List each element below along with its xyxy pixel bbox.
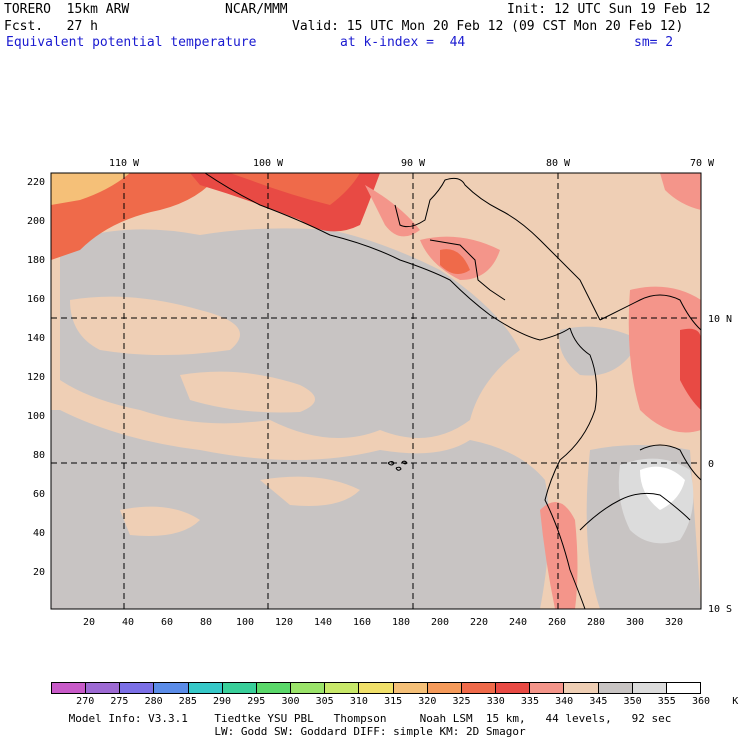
center-name: NCAR/MMM	[225, 2, 288, 17]
y-tick: 60	[33, 489, 45, 500]
y-tick: 80	[33, 450, 45, 461]
x-tick: 300	[626, 617, 644, 628]
legend-swatch	[530, 683, 565, 693]
lat-label-10s: 10 S	[708, 604, 732, 615]
legend-swatch	[496, 683, 531, 693]
legend-swatch	[86, 683, 121, 693]
x-tick: 260	[548, 617, 566, 628]
x-tick: 20	[83, 617, 95, 628]
y-tick: 40	[33, 528, 45, 539]
legend-swatch	[188, 683, 223, 693]
model-name: TORERO 15km ARW	[4, 2, 130, 17]
legend-label: 310	[349, 696, 368, 707]
x-tick: 180	[392, 617, 410, 628]
legend-swatch	[256, 683, 292, 693]
legend-swatch	[325, 683, 360, 693]
model-info: Model Info: V3.3.1 Tiedtke YSU PBL Thomp…	[68, 712, 672, 725]
lat-label-10n: 10 N	[708, 314, 732, 325]
legend-swatch	[52, 683, 87, 693]
legend-label: 340	[555, 696, 574, 707]
x-tick: 140	[314, 617, 332, 628]
legend-label: 330	[486, 696, 505, 707]
legend-swatch	[632, 683, 667, 693]
legend-label: 295	[247, 696, 266, 707]
x-tick: 220	[470, 617, 488, 628]
y-tick: 180	[27, 255, 45, 266]
init-time: Init: 12 UTC Sun 19 Feb 12	[507, 2, 711, 17]
x-axis-ticks: 20 40 60 80 100 120 140 160 180 200 220 …	[83, 617, 683, 628]
legend-label: 285	[178, 696, 197, 707]
y-axis-ticks: 220 200 180 160 140 120 100 80 60 40 20	[27, 177, 45, 578]
field-name: Equivalent potential temperature	[6, 35, 257, 50]
x-tick: 280	[587, 617, 605, 628]
model-physics: LW: Godd SW: Goddard DIFF: simple KM: 2D…	[214, 725, 526, 738]
legend-swatch	[120, 683, 155, 693]
map-plot: 110 W 100 W 90 W 80 W 70 W	[27, 158, 732, 628]
longitude-labels: 110 W 100 W 90 W 80 W 70 W	[109, 158, 715, 169]
lat-label-0: 0	[708, 459, 714, 470]
legend-label: 350	[623, 696, 642, 707]
y-tick: 140	[27, 333, 45, 344]
legend-label: 315	[384, 696, 403, 707]
valid-time: Valid: 15 UTC Mon 20 Feb 12 (09 CST Mon …	[292, 19, 684, 34]
legend-label: 270	[76, 696, 95, 707]
legend-swatch	[598, 683, 633, 693]
y-tick: 220	[27, 177, 45, 188]
legend-label: 290	[213, 696, 232, 707]
lon-label-70w: 70 W	[690, 158, 715, 169]
grid-lines	[51, 173, 701, 609]
color-legend	[51, 682, 701, 694]
coastlines	[204, 173, 701, 609]
x-tick: 40	[122, 617, 134, 628]
legend-swatch	[461, 683, 497, 693]
legend-label: 325	[452, 696, 471, 707]
lon-label-100w: 100 W	[253, 158, 284, 169]
legend-swatch	[564, 683, 599, 693]
legend-label: 360	[691, 696, 711, 707]
legend-label: 280	[144, 696, 163, 707]
y-tick: 20	[33, 567, 45, 578]
x-tick: 200	[431, 617, 449, 628]
legend-label: K	[732, 696, 739, 707]
warm-region	[51, 173, 701, 609]
highland-region	[618, 458, 694, 544]
forecast-hour: Fcst. 27 h	[4, 19, 98, 34]
legend-swatch	[427, 683, 462, 693]
legend-label: 320	[418, 696, 437, 707]
y-tick: 120	[27, 372, 45, 383]
lon-label-90w: 90 W	[401, 158, 426, 169]
x-tick: 160	[353, 617, 371, 628]
y-tick: 100	[27, 411, 45, 422]
x-tick: 120	[275, 617, 293, 628]
legend-swatch	[291, 683, 326, 693]
legend-label: 275	[110, 696, 129, 707]
legend-swatch	[222, 683, 257, 693]
lon-label-110w: 110 W	[109, 158, 140, 169]
x-tick: 60	[161, 617, 173, 628]
latitude-labels: 10 N 0 10 S	[708, 314, 732, 615]
legend-label: 300	[281, 696, 300, 707]
legend-swatch	[666, 683, 700, 693]
temperature-field	[51, 173, 701, 609]
legend-labels: 270 275 280 285 290 295 300 305 310 315 320 325 330 3…	[0, 696, 740, 708]
lon-label-80w: 80 W	[546, 158, 571, 169]
y-tick: 200	[27, 216, 45, 227]
plot-frame	[50, 172, 702, 610]
legend-label: 345	[589, 696, 608, 707]
legend-label: 355	[657, 696, 676, 707]
gray-region	[51, 228, 701, 609]
legend-swatch	[154, 683, 189, 693]
x-tick: 320	[665, 617, 683, 628]
x-tick: 100	[236, 617, 254, 628]
level-label: at k-index = 44	[340, 35, 466, 50]
x-tick: 80	[200, 617, 212, 628]
x-tick: 240	[509, 617, 527, 628]
smoothing-label: sm= 2	[634, 35, 674, 50]
legend-label: 305	[315, 696, 334, 707]
y-tick: 160	[27, 294, 45, 305]
legend-label: 335	[520, 696, 539, 707]
legend-swatch	[393, 683, 428, 693]
legend-swatch	[359, 683, 394, 693]
